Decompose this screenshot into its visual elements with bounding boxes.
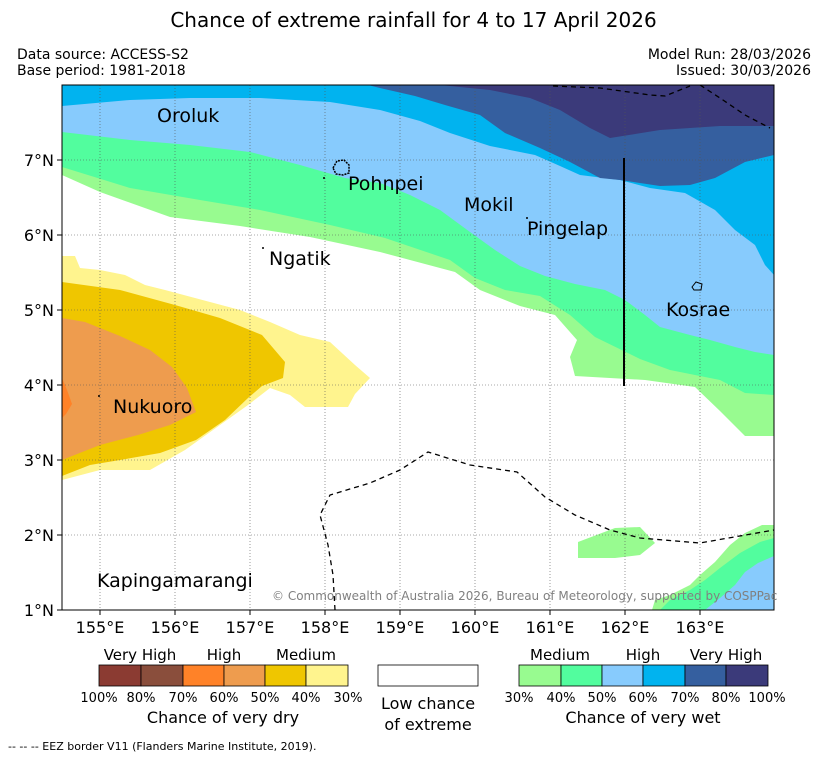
- lat-label: 3°N: [24, 451, 54, 470]
- legend-low-line2: of extreme: [384, 715, 471, 734]
- eez-footnote: -- -- -- EEZ border V11 (Flanders Marine…: [8, 740, 316, 753]
- nukuoro-atoll-icon: [98, 395, 100, 397]
- lon-label: 155°E: [76, 618, 125, 637]
- place-label-mokil: Mokil: [464, 194, 514, 216]
- place-label-kapingamarangi: Kapingamarangi: [97, 570, 253, 592]
- longitude-labels: 155°E 156°E 157°E 158°E 159°E 160°E 161°…: [76, 618, 725, 637]
- legend-wet: Medium High Very High 30% 40% 50% 60% 70…: [505, 646, 786, 727]
- lat-label: 4°N: [24, 376, 54, 395]
- map-title: Chance of extreme rainfall for 4 to 17 A…: [170, 8, 657, 32]
- legend-dry: Very High High Medium 100% 80% 70% 60% 5…: [80, 646, 362, 727]
- place-label-nukuoro: Nukuoro: [113, 396, 192, 418]
- legend-wet-title: Chance of very wet: [565, 708, 720, 727]
- lon-label: 156°E: [151, 618, 200, 637]
- legend-dry-pct: 80%: [127, 691, 156, 706]
- dry-70-region: [62, 378, 72, 418]
- legend-low-swatch: [377, 664, 479, 687]
- model-run: Model Run: 28/03/2026: [647, 47, 811, 63]
- lon-label: 163°E: [676, 618, 725, 637]
- legend-wet-pct: 100%: [748, 691, 785, 706]
- legend-wet-swatch: [518, 664, 562, 687]
- place-label-pingelap: Pingelap: [527, 218, 608, 240]
- legend-dry-swatch: [264, 664, 307, 687]
- base-period: Base period: 1981-2018: [17, 63, 186, 79]
- legend-dry-pct: 70%: [169, 691, 198, 706]
- lat-label: 7°N: [24, 151, 54, 170]
- legend-wet-swatch: [642, 664, 686, 687]
- lat-label: 2°N: [24, 526, 54, 545]
- legend-low-line1: Low chance: [381, 694, 475, 713]
- dry-60-region: [62, 318, 196, 460]
- copyright-notice: © Commonwealth of Australia 2026, Bureau…: [272, 589, 777, 603]
- pohnpei-island-icon: [332, 159, 350, 176]
- probability-fields: [62, 85, 774, 610]
- place-label-ngatik: Ngatik: [269, 248, 331, 270]
- lat-label: 6°N: [24, 226, 54, 245]
- islands: [98, 159, 703, 397]
- legend-dry-swatch: [98, 664, 142, 687]
- legend-dry-category: High: [207, 646, 241, 664]
- latitude-labels: 7°N 6°N 5°N 4°N 3°N 2°N 1°N: [24, 151, 54, 620]
- place-names: Oroluk Pohnpei Mokil Pingelap Ngatik Kos…: [97, 105, 730, 592]
- legend-wet-swatch: [560, 664, 603, 687]
- legend-dry-pct: 30%: [334, 691, 363, 706]
- ant-atoll-icon: [323, 177, 325, 179]
- legend-dry-swatch: [305, 664, 349, 687]
- legend-dry-category: Very High: [104, 646, 177, 664]
- legend-wet-pct: 30%: [505, 691, 534, 706]
- legend-wet-category: Very High: [690, 646, 763, 664]
- legend-dry-pct: 40%: [292, 691, 321, 706]
- place-label-oroluk: Oroluk: [157, 105, 219, 127]
- place-label-kosrae: Kosrae: [666, 299, 730, 321]
- legend-wet-pct: 70%: [671, 691, 700, 706]
- issued-date: Issued: 30/03/2026: [676, 63, 811, 79]
- lon-label: 159°E: [376, 618, 425, 637]
- tick-marks: [57, 159, 701, 615]
- legend-wet-swatch: [684, 664, 727, 687]
- lon-label: 162°E: [601, 618, 650, 637]
- legend-wet-swatch: [725, 664, 769, 687]
- wet-50-patch-se: [705, 556, 774, 610]
- legend-dry-category: Medium: [276, 646, 336, 664]
- lon-label: 157°E: [226, 618, 275, 637]
- legend-dry-swatch: [182, 664, 225, 687]
- legend-dry-pct: 60%: [210, 691, 239, 706]
- ngatik-atoll-icon: [262, 247, 264, 249]
- pingelap-atoll-icon: [526, 217, 528, 219]
- legend-dry-pct: 50%: [251, 691, 280, 706]
- data-source: Data source: ACCESS-S2: [17, 47, 189, 63]
- legend-wet-pct: 80%: [712, 691, 741, 706]
- wet-80-band: [440, 85, 774, 138]
- map-frame: [61, 84, 775, 611]
- legend-dry-title: Chance of very dry: [147, 708, 299, 727]
- legend-dry-pct: 100%: [80, 691, 117, 706]
- lat-label: 1°N: [24, 601, 54, 620]
- lat-label: 5°N: [24, 301, 54, 320]
- legend-wet-pct: 60%: [629, 691, 658, 706]
- legend-wet-category: High: [626, 646, 660, 664]
- legend-wet-pct: 50%: [588, 691, 617, 706]
- legend-wet-category: Medium: [530, 646, 590, 664]
- legend-low: Low chance of extreme: [377, 664, 479, 734]
- legend-wet-swatch: [601, 664, 644, 687]
- eez-borders: [319, 85, 774, 610]
- kosrae-island-icon: [691, 281, 703, 291]
- legend-wet-pct: 40%: [547, 691, 576, 706]
- place-label-pohnpei: Pohnpei: [348, 173, 424, 195]
- lon-label: 160°E: [451, 618, 500, 637]
- lon-label: 158°E: [301, 618, 350, 637]
- lon-label: 161°E: [526, 618, 575, 637]
- legend-dry-swatch: [140, 664, 184, 687]
- legend-dry-swatch: [223, 664, 266, 687]
